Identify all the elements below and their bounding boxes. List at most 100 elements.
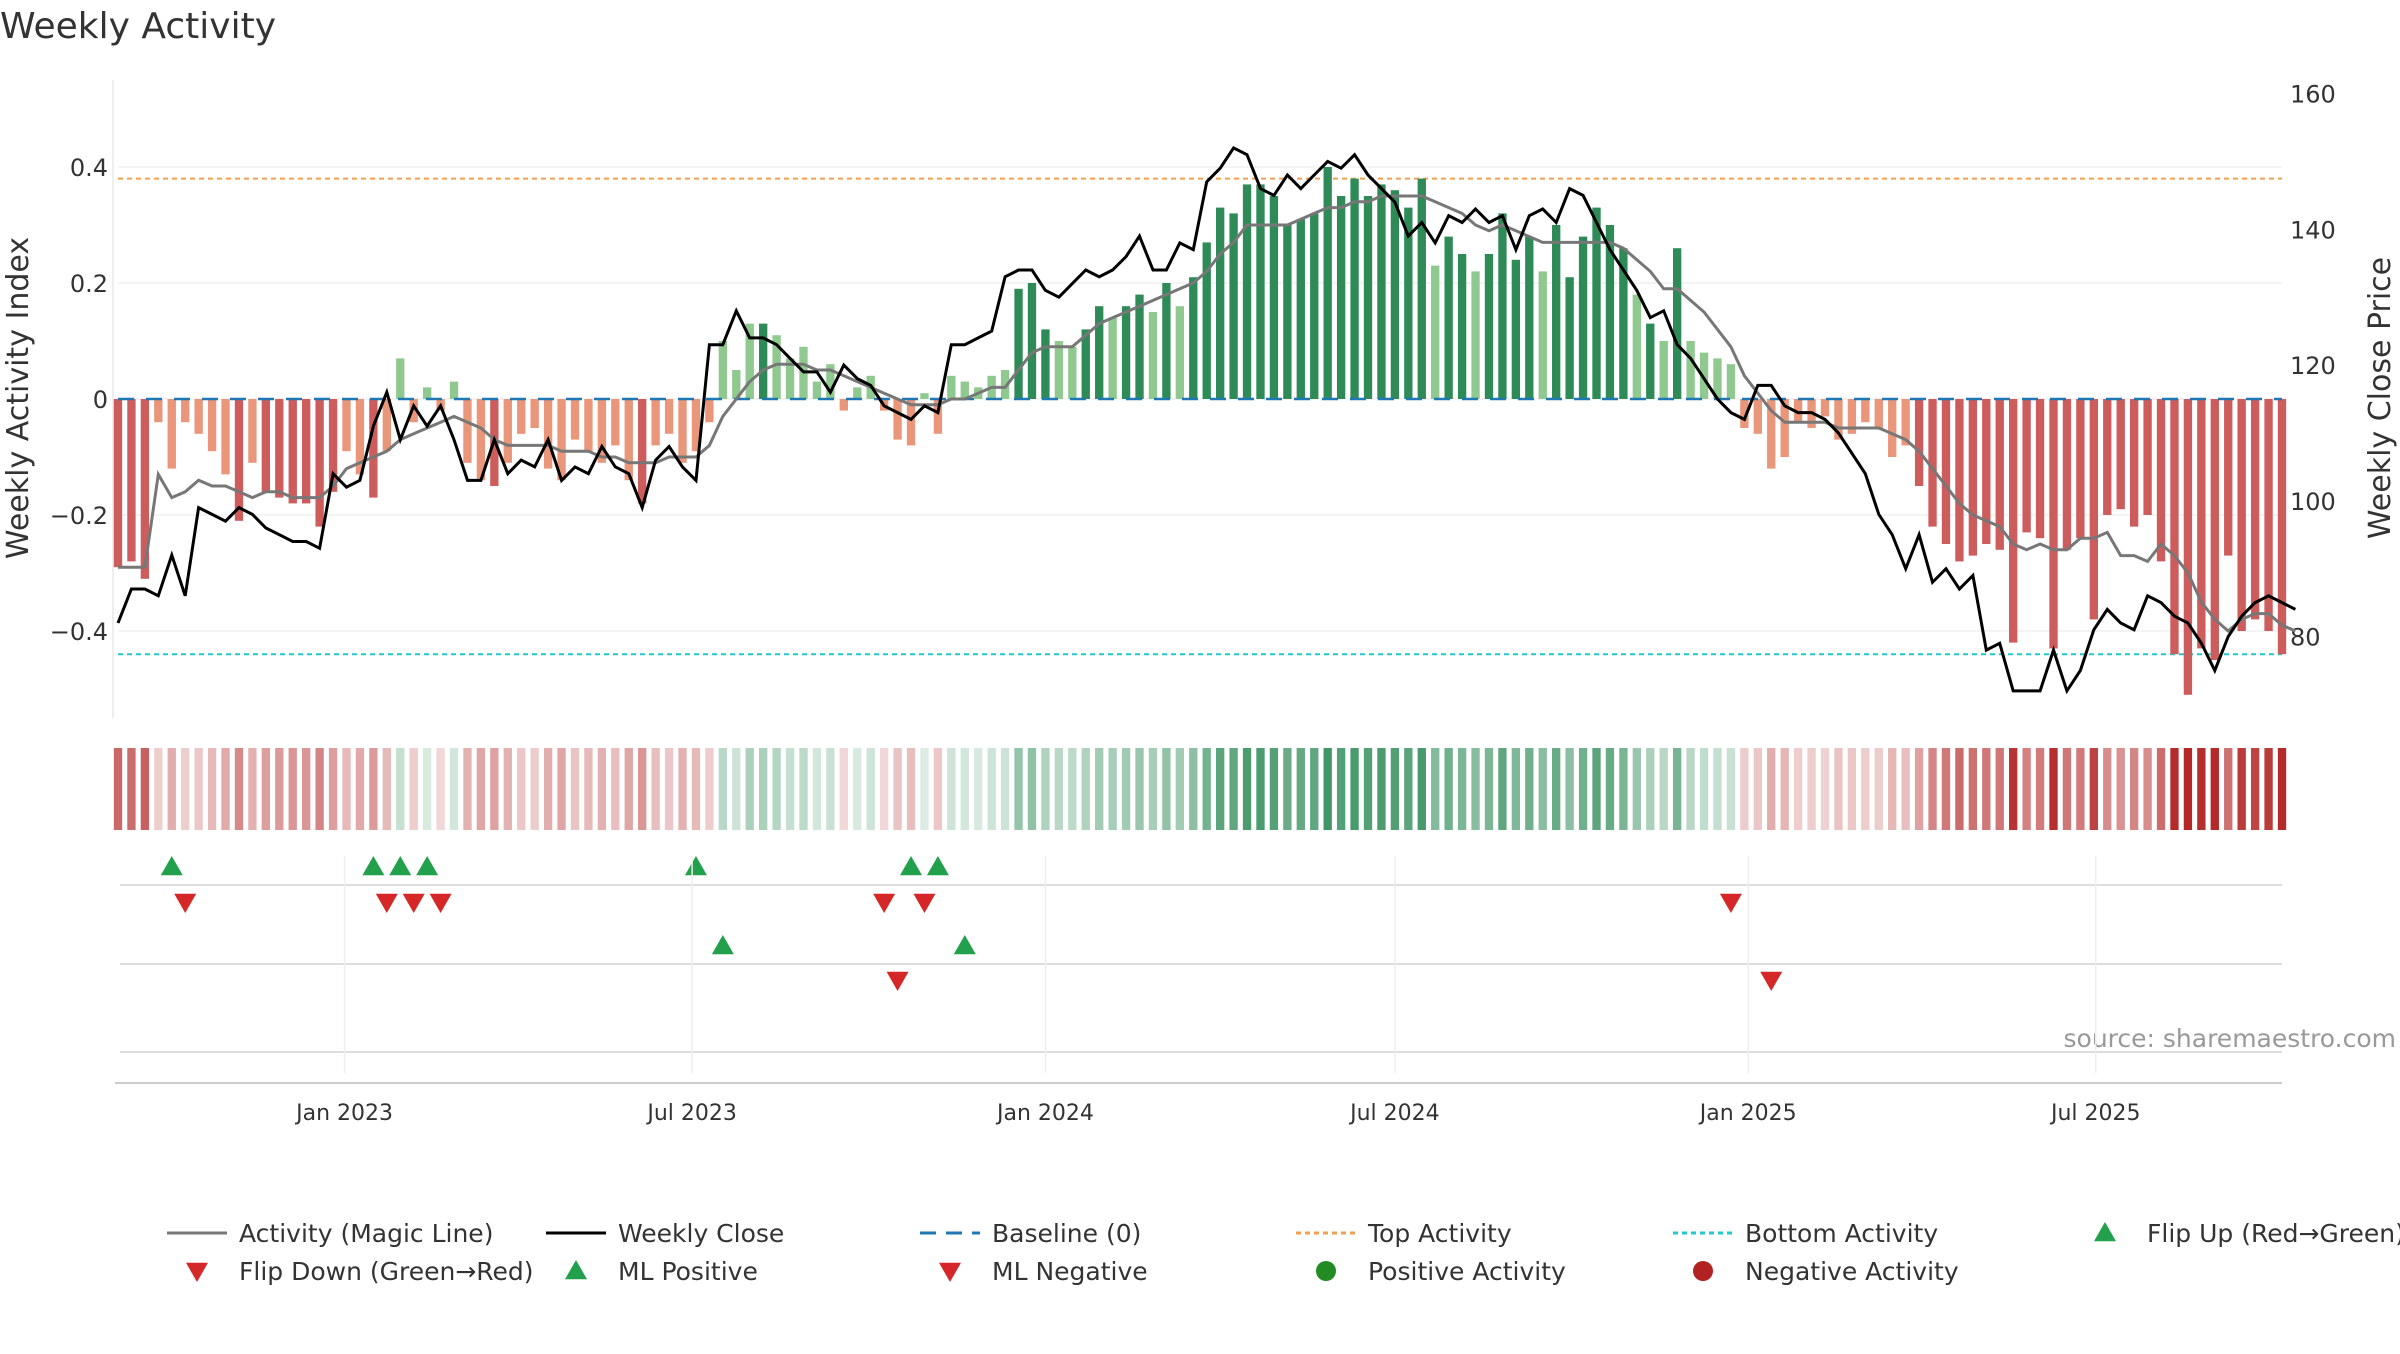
heat-cell [1941, 748, 1951, 830]
heat-cell [2062, 748, 2072, 830]
activity-bar [234, 399, 244, 521]
heat-cell [449, 748, 459, 830]
legend-label: Weekly Close [618, 1219, 784, 1248]
activity-bar [1108, 317, 1117, 399]
activity-bar [1457, 254, 1467, 399]
activity-bar [570, 399, 580, 440]
x-tick-label: Jul 2024 [1348, 1101, 1440, 1126]
heat-cell [1740, 748, 1749, 830]
heat-cell [785, 748, 795, 830]
heat-cell [2076, 748, 2085, 830]
heat-cell [705, 748, 714, 830]
activity-bar [2277, 399, 2287, 655]
heat-cell [584, 748, 593, 830]
legend: Activity (Magic Line) Weekly Close Baselin… [167, 1219, 2400, 1286]
activity-bar [1054, 341, 1064, 399]
heat-cell [1578, 748, 1588, 830]
flip-down-marker [1719, 893, 1742, 913]
flip-down-marker [913, 893, 936, 913]
heat-cell [1686, 748, 1695, 830]
heat-cell [1457, 748, 1467, 830]
heat-cell [1659, 748, 1668, 830]
heat-cell [1713, 748, 1722, 830]
activity-bar [906, 399, 916, 446]
heat-cell [1861, 748, 1870, 830]
activity-bar [1135, 294, 1144, 399]
heat-cell [611, 748, 620, 830]
activity-bar [584, 399, 593, 452]
heat-cell [1511, 748, 1521, 830]
heat-cell [503, 748, 512, 830]
ml-positive-marker [711, 935, 734, 955]
activity-bar [1229, 213, 1238, 399]
weekly-close-series [116, 145, 2297, 695]
activity-bar [2089, 399, 2098, 620]
activity-bar [167, 399, 176, 469]
activity-bar [2062, 399, 2072, 550]
heat-cell [2183, 748, 2193, 830]
heat-cell [597, 748, 607, 830]
heat-cell [1820, 748, 1830, 830]
heat-cell [2250, 748, 2260, 830]
heat-cell [422, 748, 432, 830]
flip-down-marker [375, 893, 398, 913]
heat-cell [113, 748, 123, 830]
activity-bar [1175, 306, 1185, 399]
y-axis-label-right: Weekly Close Price [2363, 257, 2398, 539]
activity-bar [1471, 271, 1480, 399]
heat-cell [1148, 748, 1158, 830]
activity-bar [140, 399, 150, 579]
heat-cell [369, 748, 378, 830]
heat-cell [2116, 748, 2125, 830]
activity-bar [2237, 399, 2246, 631]
ml-negative-marker [886, 971, 909, 991]
activity-bar [530, 399, 539, 428]
heat-cell [745, 748, 754, 830]
legend-label: Activity (Magic Line) [239, 1219, 493, 1248]
heat-cell [624, 748, 633, 830]
activity-bar [2116, 399, 2125, 510]
heat-cell [1323, 748, 1332, 830]
heat-cell [2156, 748, 2166, 830]
legend-swatch [186, 1262, 208, 1282]
activity-bar [1027, 283, 1037, 399]
activity-bar [113, 399, 123, 568]
activity-bar [893, 399, 902, 440]
y-tick-label-left: 0.4 [70, 154, 108, 182]
activity-bar [517, 399, 526, 434]
heat-cell [1619, 748, 1628, 830]
activity-bar [1041, 329, 1050, 399]
heat-cell [974, 748, 983, 830]
source-label: source: sharemaestro.com [2064, 1024, 2397, 1053]
activity-bar [1538, 271, 1547, 399]
heat-cell [1108, 748, 1117, 830]
activity-bar [1121, 306, 1131, 399]
heat-cell [2103, 748, 2112, 830]
heat-cell [1726, 748, 1736, 830]
activity-bar [1484, 254, 1494, 399]
heat-cell [140, 748, 150, 830]
activity-bar [1914, 399, 1924, 486]
activity-heat-strip [113, 748, 2287, 830]
heat-cell [1968, 748, 1978, 830]
activity-bar [154, 399, 163, 423]
heat-cell [463, 748, 472, 830]
heat-cell [947, 748, 956, 830]
activity-bar [422, 387, 432, 399]
legend-swatch [1693, 1261, 1713, 1281]
legend-swatch [2094, 1222, 2116, 1242]
heat-cell [1834, 748, 1843, 830]
heat-cell [664, 748, 674, 830]
heat-cell [960, 748, 969, 830]
activity-bar [1310, 213, 1319, 399]
legend-label: Flip Up (Red→Green) [2147, 1219, 2400, 1248]
activity-bar [1363, 196, 1373, 399]
heat-cell [557, 748, 566, 830]
activity-bar [221, 399, 230, 475]
heat-cell [1699, 748, 1709, 830]
heat-cell [1350, 748, 1359, 830]
heat-cell [570, 748, 580, 830]
heat-cell [1471, 748, 1480, 830]
activity-bar [1296, 219, 1305, 399]
heat-cell [1847, 748, 1857, 830]
